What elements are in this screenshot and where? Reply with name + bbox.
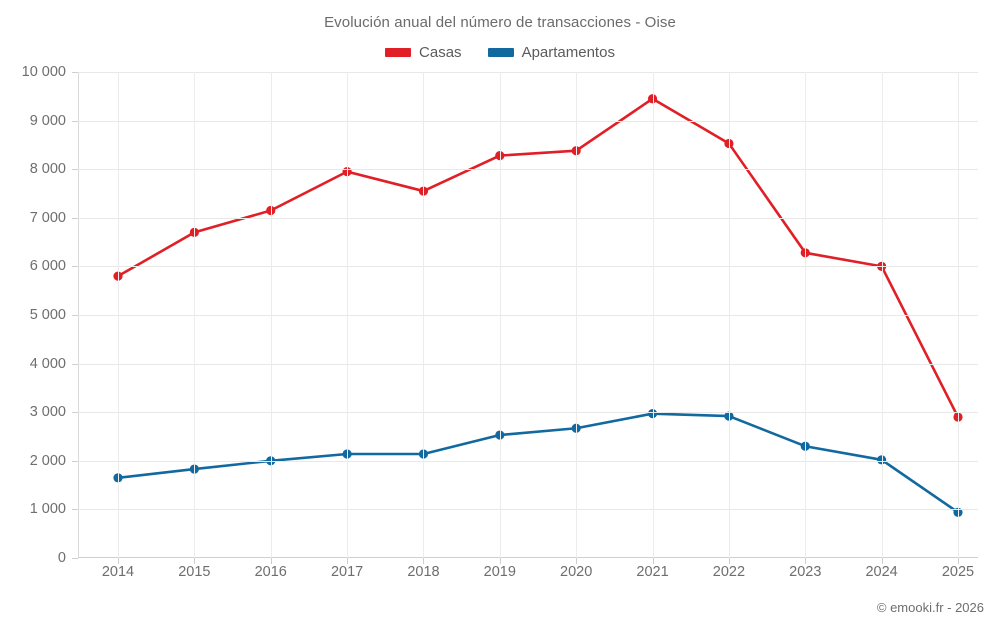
x-axis-tick [347, 558, 349, 564]
series-line [116, 412, 960, 514]
grid-line-vertical [576, 72, 578, 558]
grid-line-vertical [194, 72, 196, 558]
y-axis-tick [72, 120, 78, 122]
y-axis-tick [72, 363, 78, 365]
x-axis-tick [270, 558, 272, 564]
x-axis-tick-label: 2021 [636, 564, 669, 580]
x-axis-tick-label: 2015 [178, 564, 211, 580]
grid-line-vertical [118, 72, 119, 558]
footer-credit: © emooki.fr - 2026 [876, 600, 984, 615]
y-axis-tick-label: 8 000 [29, 161, 66, 178]
plot-area [72, 72, 978, 564]
grid-line-vertical [347, 72, 349, 558]
y-axis-tick-label: 4 000 [29, 355, 66, 372]
y-axis-tick-label: 7 000 [29, 209, 66, 226]
legend-swatch-icon [487, 48, 514, 57]
y-axis-tick [72, 169, 78, 171]
grid-line-horizontal [78, 315, 978, 316]
legend-item[interactable]: Casas [385, 44, 462, 61]
y-axis-tick [72, 72, 78, 73]
grid-line-vertical [423, 72, 425, 558]
grid-line-horizontal [78, 509, 978, 511]
grid-line-vertical [805, 72, 807, 558]
grid-line-horizontal [78, 363, 978, 365]
legend-label: Casas [419, 44, 462, 61]
grid-line-vertical [652, 72, 654, 558]
x-axis-tick-label: 2017 [330, 564, 364, 580]
chart-title: Evolución anual del número de transaccio… [324, 14, 676, 31]
x-axis-tick-label: 2024 [865, 564, 898, 580]
grid-line-vertical [499, 72, 501, 558]
y-axis-tick [72, 266, 78, 268]
x-axis-tick [728, 558, 730, 564]
x-axis-tick-label: 2022 [712, 564, 746, 580]
grid-line-horizontal [78, 266, 978, 268]
chart-legend: Casas Apartamentos [0, 44, 1000, 61]
y-axis-tick [72, 460, 78, 462]
y-axis-tick-label: 1 000 [29, 501, 66, 518]
grid-line-horizontal [78, 460, 978, 462]
y-axis-tick-label: 6 000 [29, 258, 66, 275]
grid-line-horizontal [78, 72, 978, 73]
x-axis-tick-label: 2016 [254, 564, 287, 580]
grid-line-vertical [958, 72, 959, 558]
legend-label: Apartamentos [521, 44, 615, 61]
grid-line-horizontal [78, 412, 978, 414]
grid-line-horizontal [78, 217, 978, 219]
x-axis-labels: 2014 2015 2016 2017 2018 2019 2020 2021 2022 2023… [78, 564, 978, 588]
x-axis-tick-label: 2018 [407, 564, 440, 580]
grid-line-horizontal [78, 169, 978, 171]
y-axis-tick [72, 558, 78, 559]
x-axis-tick [881, 558, 883, 564]
x-axis-tick-label: 2023 [789, 564, 822, 580]
y-axis-tick [72, 509, 78, 511]
y-axis-tick [72, 315, 78, 316]
grid-line-vertical [728, 72, 730, 558]
y-axis-tick-label: 10 000 [21, 64, 66, 80]
x-axis-tick-label: 2014 [101, 564, 135, 580]
y-axis-tick [72, 412, 78, 414]
y-axis-tick-label: 2 000 [29, 452, 66, 469]
x-axis-tick [652, 558, 654, 564]
x-axis-tick-label: 2019 [483, 564, 516, 580]
x-axis-tick-label: 2025 [941, 564, 975, 580]
grid-line-vertical [881, 72, 883, 558]
y-axis-labels: 0 1 000 2 000 3 000 4 000 5 000 6 000 7 000 8 00… [0, 64, 66, 566]
grid-line-vertical [270, 72, 272, 558]
series-line [116, 97, 960, 419]
x-axis-tick [499, 558, 501, 564]
legend-swatch-icon [385, 48, 412, 57]
x-axis-tick [118, 558, 119, 564]
legend-item[interactable]: Apartamentos [487, 44, 615, 61]
x-axis-tick-label: 2020 [560, 564, 593, 580]
x-axis-line [78, 557, 978, 558]
y-axis-tick-label: 5 000 [29, 307, 66, 323]
x-axis-tick [576, 558, 578, 564]
x-axis-tick [423, 558, 425, 564]
y-axis-tick [72, 217, 78, 219]
y-axis-tick-label: 3 000 [29, 404, 66, 421]
y-axis-tick-label: 9 000 [29, 112, 66, 129]
grid-line-horizontal [78, 120, 978, 122]
x-axis-tick [194, 558, 196, 564]
y-axis-tick-label: 0 [57, 550, 66, 566]
x-axis-tick [958, 558, 959, 564]
x-axis-tick [805, 558, 807, 564]
